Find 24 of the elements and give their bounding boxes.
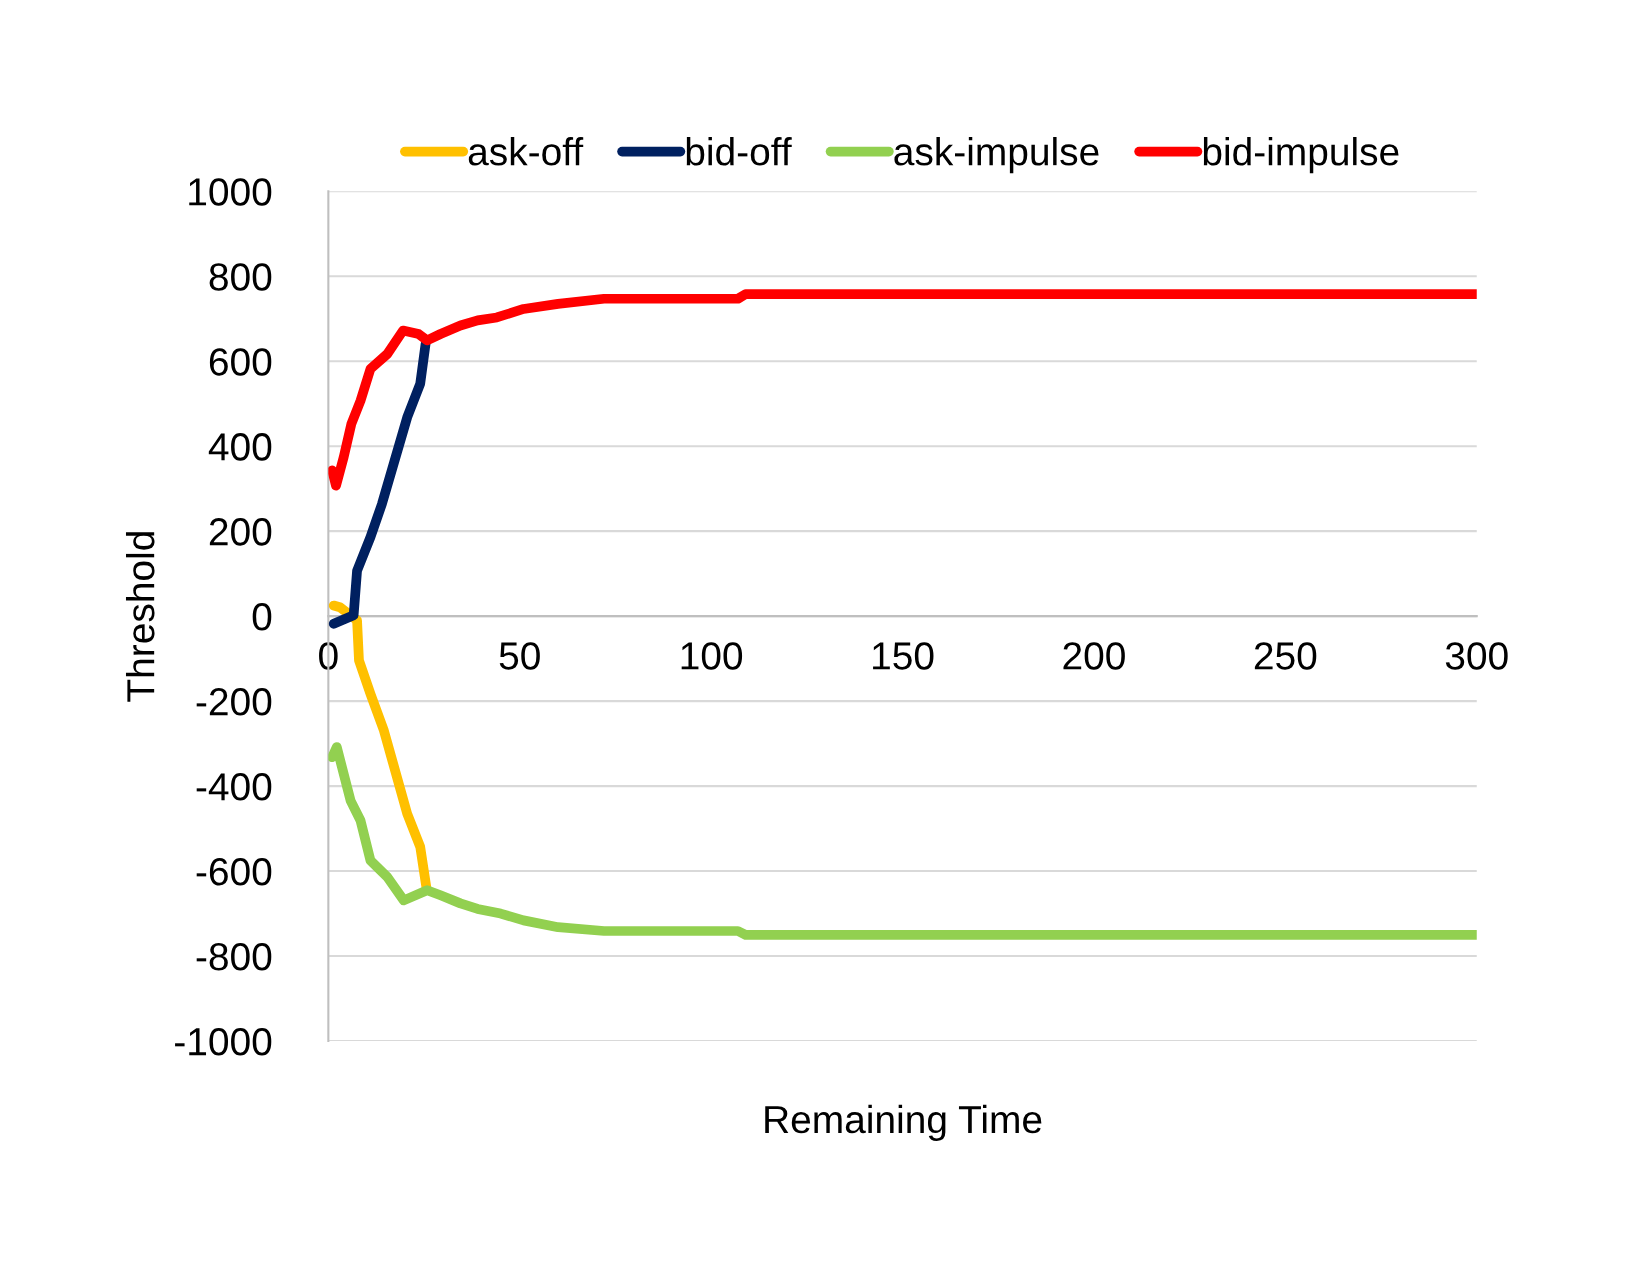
- x-tick-label: 0: [319, 642, 338, 670]
- x-tick-label: 250: [1254, 642, 1317, 670]
- y-tick-label: 0: [252, 603, 272, 631]
- x-axis-title: Remaining Time: [765, 1104, 1042, 1142]
- legend-label: bid-off: [686, 136, 792, 166]
- y-tick-label: -1000: [175, 1027, 272, 1056]
- x-tick-label: 300: [1445, 642, 1508, 670]
- legend-label: ask-off: [468, 136, 584, 166]
- x-tick-label: 150: [873, 642, 934, 670]
- y-tick-label: 600: [209, 348, 272, 376]
- x-tick-label: 100: [681, 642, 743, 670]
- legend-label: ask-impulse: [894, 136, 1099, 174]
- y-axis-title: Threshold: [125, 532, 155, 702]
- y-tick-label: -800: [196, 942, 272, 971]
- y-tick-label: -200: [196, 688, 272, 716]
- y-tick-label: 1000: [189, 178, 272, 206]
- y-tick-label: 200: [209, 518, 272, 546]
- x-tick-label: 200: [1063, 642, 1125, 670]
- x-tick-label: 50: [499, 642, 540, 670]
- y-tick-label: -400: [196, 773, 272, 801]
- y-tick-label: 800: [209, 263, 272, 291]
- legend-label: bid-impulse: [1203, 136, 1399, 174]
- y-tick-label: -600: [196, 858, 272, 886]
- y-tick-label: 400: [208, 433, 272, 461]
